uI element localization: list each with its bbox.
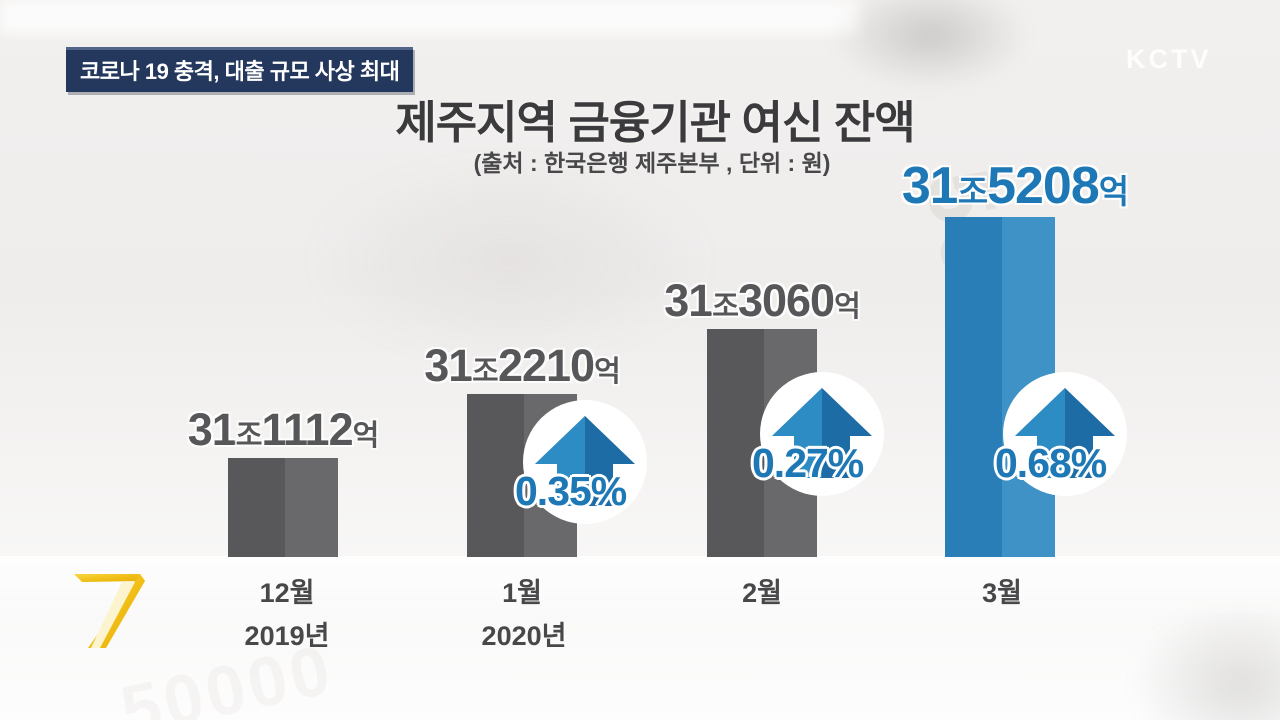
value-billions: 5208 (987, 157, 1100, 215)
unit-jo: 조 (235, 420, 263, 452)
pct-change-value: 0.35% (515, 468, 627, 514)
bar-value-label: 31조1112억 (187, 404, 380, 455)
value-billions: 3060 (737, 275, 835, 326)
bar-december (228, 458, 338, 557)
unit-eok: 억 (352, 420, 380, 452)
unit-eok: 억 (1098, 173, 1129, 210)
value-billions: 1112 (261, 404, 353, 455)
unit-jo: 조 (957, 173, 988, 210)
up-arrow-icon (1003, 372, 1127, 496)
unit-eok: 억 (594, 356, 621, 388)
chart-title: 제주지역 금융기관 여신 잔액 (395, 97, 915, 148)
bar-value-label: 31조3060억 (664, 275, 861, 326)
unit-eok: 억 (834, 291, 861, 323)
value-billions: 2210 (497, 340, 595, 391)
x-axis-year-label: 2019년 (244, 621, 330, 651)
background-photo-blob (1130, 600, 1280, 720)
unit-jo: 조 (712, 291, 739, 323)
axis-baseline-band (0, 556, 1280, 614)
pct-change-value: 0.68% (995, 440, 1107, 486)
pct-change-value: 0.27% (752, 440, 864, 486)
bar-value-label: 31조2210억 (424, 340, 621, 391)
x-axis-month-label: 12월 (259, 578, 315, 608)
background-photo-blob (830, 0, 1030, 90)
x-axis-month-label: 1월 (502, 578, 542, 608)
value-trillions: 31 (901, 157, 959, 215)
x-axis-month-label: 2월 (742, 578, 782, 608)
chart-source-note: (출처 : 한국은행 제주본부 , 단위 : 원) (473, 150, 831, 176)
value-trillions: 31 (187, 404, 237, 455)
change-badge: 0.35% (515, 400, 647, 524)
station-logo: KCTV (1126, 44, 1212, 74)
change-badge: 0.68% (995, 372, 1127, 496)
background-photo-blob (300, 150, 720, 370)
value-trillions: 31 (424, 340, 473, 391)
background-highlight-band (0, 0, 860, 34)
bar-value-label-highlighted: 31조5208억 (901, 157, 1129, 215)
change-badge: 0.27% (752, 372, 884, 496)
up-arrow-icon (523, 400, 647, 524)
program-7-logo (74, 574, 145, 648)
x-axis-year-label: 2020년 (481, 621, 567, 651)
headline-banner: 코로나 19 충격, 대출 규모 사상 최대 (66, 47, 414, 92)
up-arrow-icon (760, 372, 884, 496)
x-axis-month-label: 3월 (982, 578, 1022, 608)
value-trillions: 31 (664, 275, 713, 326)
unit-jo: 조 (472, 356, 499, 388)
